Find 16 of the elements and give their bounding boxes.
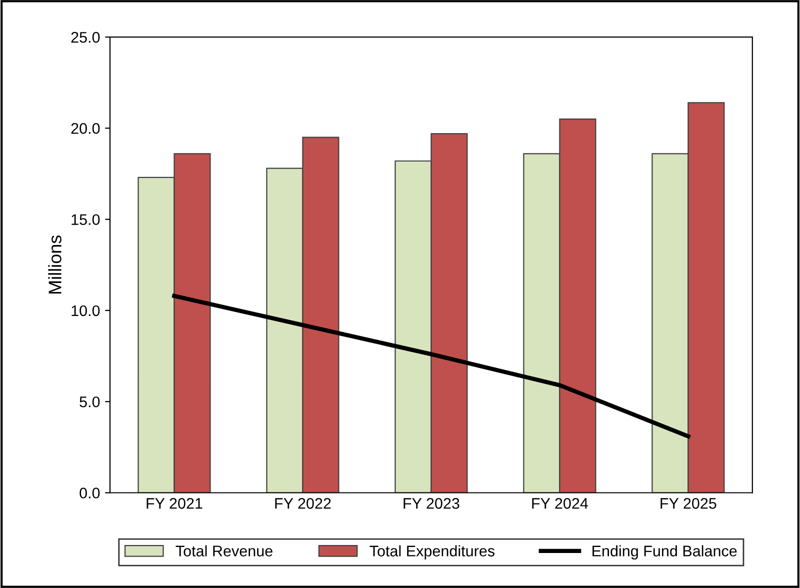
- legend-label: Ending Fund Balance: [592, 545, 737, 560]
- y-tick-label: 25.0: [71, 32, 100, 43]
- y-tick-label: 5.0: [80, 396, 100, 408]
- y-tick-label: 10.0: [72, 305, 100, 316]
- line-series: [172, 294, 690, 438]
- legend-label: Total Expenditures: [370, 545, 494, 560]
- y-tick-label: 0.0: [80, 488, 100, 498]
- x-tick-label: FY 2024: [532, 498, 588, 509]
- y-tick-label: 15.0: [72, 214, 100, 226]
- x-tick-label: FY 2025: [660, 498, 716, 509]
- x-tick-label: FY 2022: [275, 498, 331, 509]
- x-tick-label: FY 2023: [404, 498, 460, 509]
- y-tick-label: 20.0: [71, 123, 100, 134]
- y-axis-title: Millions: [48, 235, 62, 294]
- legend-label: Total Revenue: [176, 545, 272, 556]
- x-tick-label: FY 2021: [146, 498, 202, 509]
